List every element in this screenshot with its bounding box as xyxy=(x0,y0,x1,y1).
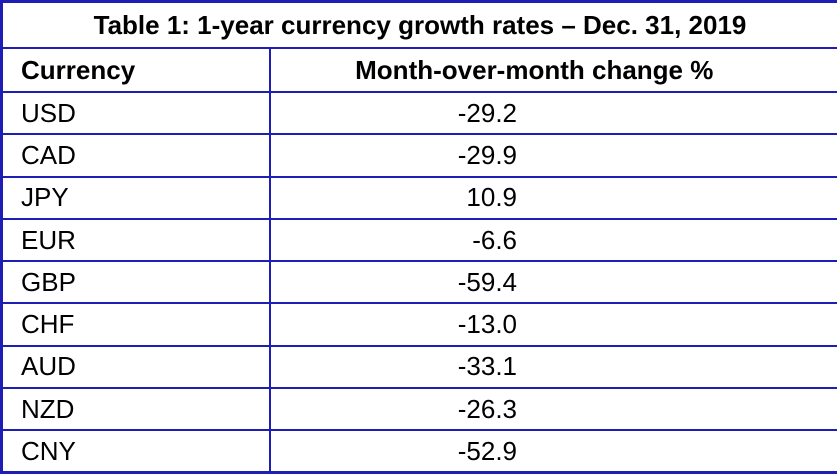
currency-cell: CNY xyxy=(0,429,271,474)
table-header-row: Currency Month-over-month change % xyxy=(0,46,837,94)
currency-cell: CAD xyxy=(0,133,271,178)
change-cell: -29.2 xyxy=(268,91,837,136)
table-row: EUR -6.6 xyxy=(0,217,837,263)
currency-cell: NZD xyxy=(0,386,271,432)
table-row: NZD -26.3 xyxy=(0,386,837,432)
change-cell: 10.9 xyxy=(268,175,837,220)
change-cell: -52.9 xyxy=(268,429,837,474)
table-row: CHF -13.0 xyxy=(0,302,837,347)
table-row: GBP -59.4 xyxy=(0,260,837,305)
currency-cell: CHF xyxy=(0,302,271,347)
table-row: AUD -33.1 xyxy=(0,344,837,389)
table-row: JPY 10.9 xyxy=(0,175,837,220)
currency-cell: USD xyxy=(0,91,271,136)
change-cell: -33.1 xyxy=(268,344,837,389)
column-header-change: Month-over-month change % xyxy=(268,46,837,94)
change-cell: -59.4 xyxy=(268,260,837,305)
change-cell: -26.3 xyxy=(268,386,837,432)
currency-cell: AUD xyxy=(0,344,271,389)
change-cell: -13.0 xyxy=(268,302,837,347)
change-cell: -6.6 xyxy=(268,217,837,263)
table-title: Table 1: 1-year currency growth rates – … xyxy=(0,0,837,49)
table-row: CAD -29.9 xyxy=(0,133,837,178)
change-cell: -29.9 xyxy=(268,133,837,178)
currency-cell: EUR xyxy=(0,217,271,263)
table-row: CNY -52.9 xyxy=(0,429,837,474)
table-title-row: Table 1: 1-year currency growth rates – … xyxy=(0,0,837,49)
column-header-currency: Currency xyxy=(0,46,271,94)
currency-cell: GBP xyxy=(0,260,271,305)
currency-cell: JPY xyxy=(0,175,271,220)
table-row: USD -29.2 xyxy=(0,91,837,136)
